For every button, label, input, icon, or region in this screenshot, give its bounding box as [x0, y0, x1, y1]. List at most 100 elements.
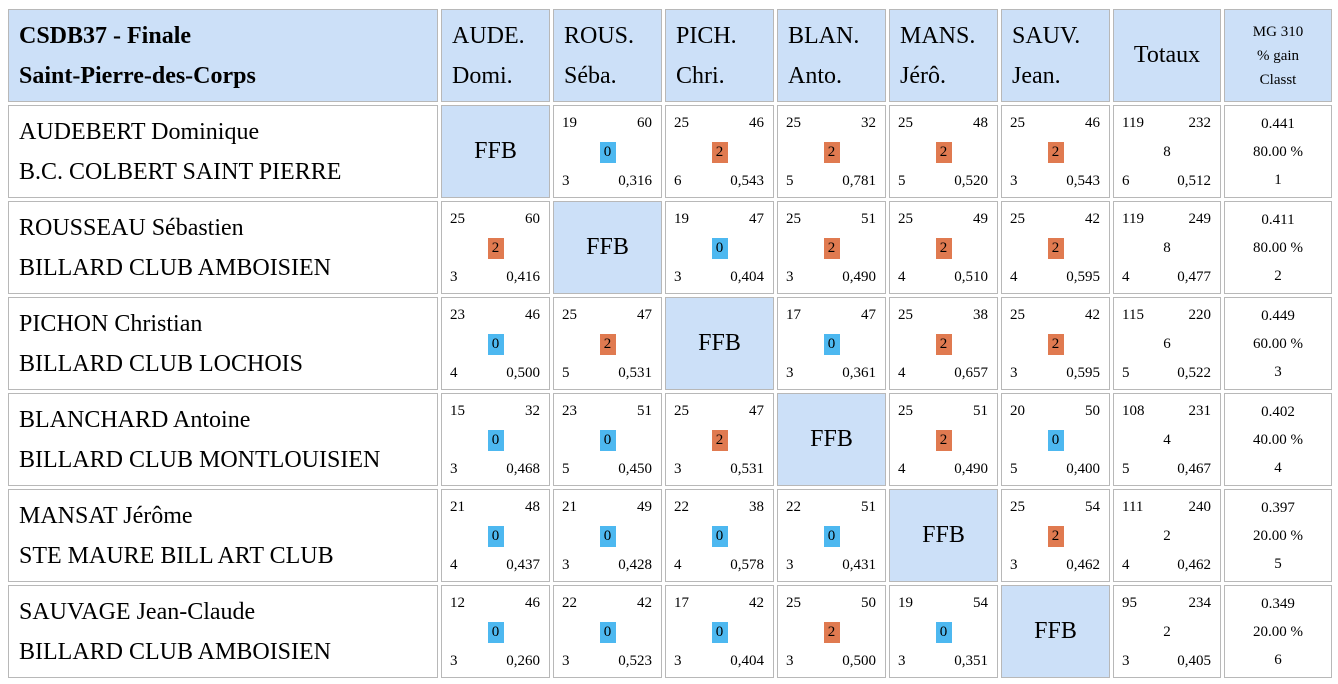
rank: 4 — [1274, 459, 1282, 476]
match-cell-content: 25 51 2 3 0,490 — [778, 202, 885, 293]
match-points: 2 — [890, 430, 997, 451]
innings: 46 — [1085, 115, 1100, 131]
general-average: 0.397 — [1261, 499, 1295, 516]
match-points-badge: 0 — [599, 430, 616, 451]
match-points: 2 — [890, 238, 997, 259]
innings: 47 — [749, 211, 764, 227]
best-series: 3 — [562, 653, 570, 669]
innings: 60 — [637, 115, 652, 131]
best-series: 3 — [786, 653, 794, 669]
match-cell-content: 25 51 2 4 0,490 — [890, 394, 997, 485]
best-series: 3 — [1010, 557, 1018, 573]
innings: 48 — [973, 115, 988, 131]
match-cell-content: 23 51 0 5 0,450 — [554, 394, 661, 485]
totals-header: Totaux — [1113, 9, 1221, 102]
player-abbr: BLAN. — [788, 22, 860, 49]
general-average: 0.441 — [1261, 115, 1295, 132]
rank: 6 — [1274, 651, 1282, 668]
match-cell: 25 54 2 3 0,462 — [1001, 489, 1110, 582]
match-cell-content: 17 47 0 3 0,361 — [778, 298, 885, 389]
best-series: 4 — [450, 557, 458, 573]
totals-cell: 119 232 8 6 0,512 — [1113, 105, 1221, 198]
points-scored: 17 — [786, 307, 801, 323]
match-cell-content: 23 46 0 4 0,500 — [442, 298, 549, 389]
total-points: 108 — [1122, 403, 1145, 419]
best-series: 5 — [786, 173, 794, 189]
match-points-badge: 2 — [823, 622, 840, 643]
innings: 46 — [525, 595, 540, 611]
innings: 32 — [861, 115, 876, 131]
player-abbr: PICH. — [676, 22, 737, 49]
match-points-badge: 2 — [935, 334, 952, 355]
totals-cell: 108 231 4 5 0,467 — [1113, 393, 1221, 486]
player-abbr: AUDE. — [452, 22, 525, 49]
player-column-header: BLAN. Anto. — [777, 9, 886, 102]
match-points: 0 — [666, 622, 773, 643]
results-table: CSDB37 - Finale Saint-Pierre-des-Corps A… — [5, 6, 1335, 681]
points-scored: 25 — [786, 115, 801, 131]
best-series: 4 — [450, 365, 458, 381]
match-points: 0 — [442, 334, 549, 355]
mg-header: MG 310 % gain Classt — [1224, 9, 1332, 102]
points-scored: 25 — [674, 403, 689, 419]
ffb-cell: FFB — [1001, 585, 1110, 678]
match-points-badge: 2 — [1047, 142, 1064, 163]
match-cell: 22 38 0 4 0,578 — [665, 489, 774, 582]
match-points: 2 — [778, 622, 885, 643]
totals-content: 119 249 8 4 0,477 — [1114, 202, 1220, 293]
innings: 47 — [749, 403, 764, 419]
player-abbr: MANS. — [900, 22, 976, 49]
match-points-badge: 0 — [1047, 430, 1064, 451]
match-points: 2 — [554, 334, 661, 355]
club-name: BILLARD CLUB LOCHOIS — [19, 350, 304, 377]
player-info: SAUVAGE Jean-Claude BILLARD CLUB AMBOISIE… — [8, 585, 438, 678]
match-cell-content: 25 32 2 5 0,781 — [778, 106, 885, 197]
rank-label: Classt — [1259, 71, 1297, 88]
title-line-1: CSDB37 - Finale — [19, 22, 192, 49]
player-abbr-first: Jean. — [1012, 62, 1061, 89]
innings: 49 — [973, 211, 988, 227]
average: 0,431 — [842, 557, 876, 573]
match-cell: 22 51 0 3 0,431 — [777, 489, 886, 582]
match-cell: 25 50 2 3 0,500 — [777, 585, 886, 678]
total-innings: 234 — [1188, 595, 1212, 611]
club-name: BILLARD CLUB AMBOISIEN — [19, 638, 332, 665]
match-cell-content: 22 42 0 3 0,523 — [554, 586, 661, 677]
rank: 1 — [1274, 171, 1282, 188]
match-points-badge: 0 — [823, 526, 840, 547]
total-average: 0,405 — [1177, 653, 1211, 669]
general-average: 0.349 — [1261, 595, 1295, 612]
match-points: 0 — [554, 526, 661, 547]
match-cell-content: 25 46 2 3 0,543 — [1002, 106, 1109, 197]
match-cell-content: 19 60 0 3 0,316 — [554, 106, 661, 197]
match-points-badge: 2 — [1047, 238, 1064, 259]
total-points: 95 — [1122, 595, 1137, 611]
average: 0,260 — [506, 653, 540, 669]
innings: 51 — [861, 499, 876, 515]
club-name: B.C. COLBERT SAINT PIERRE — [19, 158, 342, 185]
match-points-badge: 0 — [487, 430, 504, 451]
match-cell: 25 60 2 3 0,416 — [441, 201, 550, 294]
average: 0,450 — [618, 461, 652, 477]
best-series: 5 — [562, 461, 570, 477]
average: 0,595 — [1066, 365, 1100, 381]
average: 0,316 — [618, 173, 652, 189]
match-points-badge: 0 — [599, 622, 616, 643]
match-cell-content: 21 48 0 4 0,437 — [442, 490, 549, 581]
average: 0,531 — [618, 365, 652, 381]
innings: 42 — [1085, 307, 1100, 323]
match-cell: 25 32 2 5 0,781 — [777, 105, 886, 198]
player-info: BLANCHARD Antoine BILLARD CLUB MONTLOUISI… — [8, 393, 438, 486]
club-name: STE MAURE BILL ART CLUB — [19, 542, 334, 569]
best-series: 3 — [450, 269, 458, 285]
best-series: 4 — [674, 557, 682, 573]
average: 0,416 — [506, 269, 540, 285]
points-scored: 23 — [450, 307, 465, 323]
match-points: 2 — [666, 430, 773, 451]
average: 0,500 — [506, 365, 540, 381]
club-name: BILLARD CLUB AMBOISIEN — [19, 254, 332, 281]
total-best-series: 4 — [1122, 557, 1130, 573]
gain-percent: 20.00 % — [1253, 527, 1303, 544]
match-points: 2 — [890, 334, 997, 355]
best-series: 4 — [898, 365, 906, 381]
